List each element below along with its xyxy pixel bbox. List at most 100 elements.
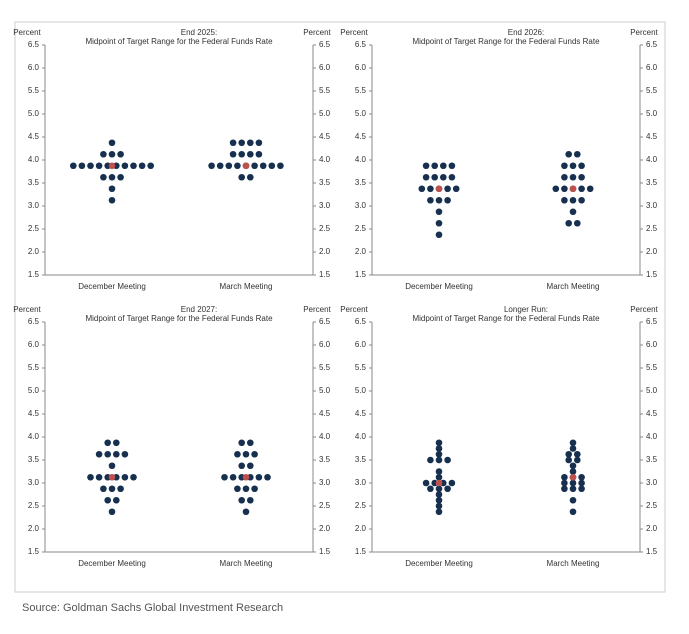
chart-title: End 2027: (181, 305, 217, 314)
dot (229, 139, 237, 147)
dot (247, 150, 254, 158)
chart-subtitle: Midpoint of Target Range for the Federal… (85, 314, 273, 323)
y2-tick-label: 1.5 (646, 547, 658, 556)
dot (264, 473, 271, 481)
dot (435, 502, 443, 510)
dot (561, 185, 568, 193)
dot (238, 150, 245, 158)
dot (238, 439, 245, 447)
y-tick-label: 2.0 (28, 524, 40, 533)
dot (251, 485, 258, 493)
dot (435, 445, 443, 452)
y-tick-label: 3.5 (355, 455, 367, 464)
dot (104, 450, 111, 458)
y2-tick-label: 4.5 (646, 132, 658, 141)
y2-tick-label: 3.0 (646, 201, 658, 210)
y2-tick-label: 3.0 (319, 201, 331, 210)
chart-subtitle: Midpoint of Target Range for the Federal… (412, 37, 600, 46)
y-tick-label: 4.5 (28, 132, 40, 141)
dot (569, 508, 577, 516)
y-tick-label: 6.0 (28, 340, 40, 349)
y-tick-label: 6.0 (355, 340, 367, 349)
dot (238, 173, 245, 181)
median-dot (108, 473, 116, 481)
dot (238, 496, 245, 504)
dot (561, 473, 568, 481)
y-tick-label: 3.0 (28, 478, 40, 487)
y-tick-label: 6.5 (355, 40, 367, 49)
dot (574, 450, 581, 458)
dot (565, 450, 572, 458)
dot (578, 479, 585, 487)
y-tick-label: 4.0 (355, 155, 367, 164)
y2-tick-label: 6.5 (646, 317, 658, 326)
dot (242, 450, 250, 458)
median-dot (435, 185, 443, 193)
chart-subtitle: Midpoint of Target Range for the Federal… (412, 314, 600, 323)
x-tick-label: December Meeting (405, 282, 473, 291)
dot (427, 456, 434, 464)
y2-tick-label: 6.0 (319, 340, 331, 349)
dot (565, 456, 572, 464)
y2-tick-label: 4.5 (319, 409, 331, 418)
dot (444, 456, 451, 464)
y2-tick-label: 2.0 (319, 247, 331, 256)
y-tick-label: 6.5 (28, 40, 40, 49)
dot (435, 456, 443, 464)
y-tick-label: 5.0 (355, 109, 367, 118)
dot (108, 196, 116, 204)
dot (569, 485, 577, 493)
dot (569, 496, 577, 504)
dot (229, 473, 237, 481)
dot (117, 173, 124, 181)
y2-axis-label: Percent (303, 305, 331, 314)
dot (574, 456, 581, 464)
dot (138, 162, 146, 170)
dot (234, 450, 241, 458)
y-tick-label: 4.0 (28, 155, 40, 164)
median-dot (569, 473, 577, 481)
dot (578, 485, 585, 493)
y2-tick-label: 1.5 (319, 547, 331, 556)
y2-tick-label: 5.0 (319, 386, 331, 395)
dot (561, 162, 568, 170)
dot (452, 185, 460, 193)
y2-tick-label: 5.0 (646, 386, 658, 395)
y2-tick-label: 1.5 (646, 270, 658, 279)
dot (561, 196, 568, 204)
dot (242, 508, 250, 516)
dot (108, 185, 116, 193)
median-dot (435, 479, 443, 487)
dot (561, 479, 568, 487)
dot (113, 439, 120, 447)
y2-tick-label: 5.5 (319, 363, 331, 372)
dot (435, 491, 443, 498)
dot (578, 196, 585, 204)
dot (574, 219, 581, 227)
y-axis-label: Percent (13, 305, 41, 314)
dot (121, 473, 129, 481)
chart-title: Longer Run: (504, 305, 548, 314)
dot (108, 150, 116, 158)
y-tick-label: 3.5 (28, 455, 40, 464)
frame (14, 21, 666, 593)
dot (435, 219, 443, 227)
y-tick-label: 4.0 (355, 432, 367, 441)
y2-tick-label: 4.0 (319, 432, 331, 441)
y2-tick-label: 2.5 (646, 224, 658, 233)
dot (569, 445, 577, 452)
y-tick-label: 2.5 (28, 501, 40, 510)
y-tick-label: 4.5 (355, 409, 367, 418)
y2-tick-label: 2.0 (646, 247, 658, 256)
dot (440, 173, 447, 181)
dot (247, 173, 254, 181)
dot (255, 150, 263, 158)
dot (569, 479, 577, 487)
y2-tick-label: 5.5 (319, 86, 331, 95)
dot (444, 185, 451, 193)
dot (100, 485, 107, 493)
median-dot (242, 473, 250, 481)
dot (238, 462, 245, 470)
dot (113, 496, 120, 504)
